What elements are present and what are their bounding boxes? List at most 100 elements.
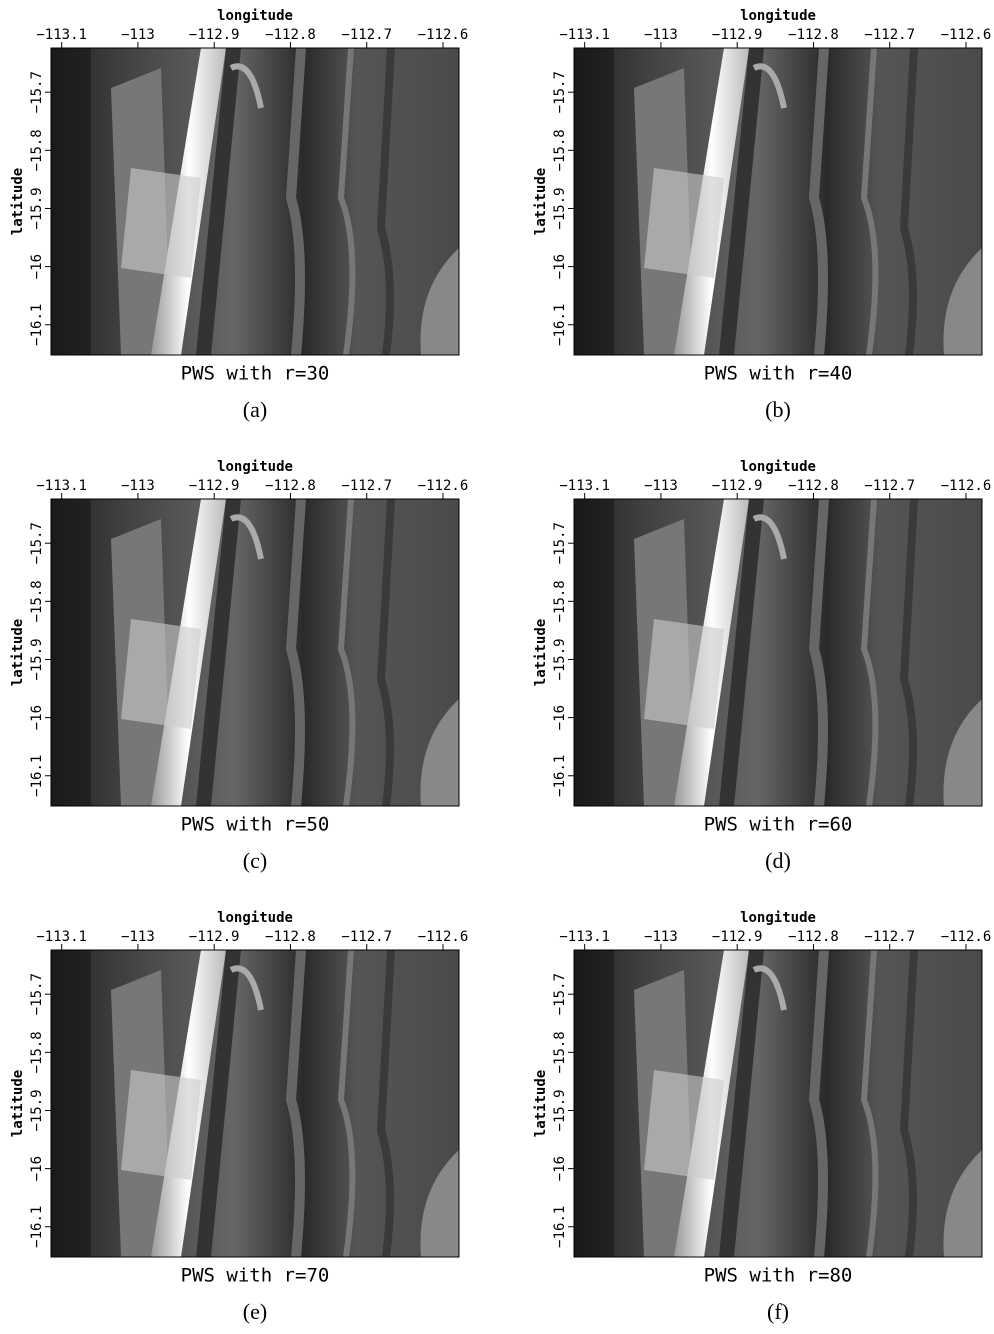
panel-title: PWS with r=50 (181, 814, 330, 836)
x-tick-label: −112.9 (712, 27, 763, 43)
x-tick-label: −113.1 (559, 27, 610, 43)
y-tick-label: −16 (552, 705, 568, 730)
x-axis-label: longitude (740, 910, 816, 926)
image (574, 499, 982, 806)
y-axis-label: latitude (533, 619, 549, 686)
panel-caption: (c) (243, 848, 267, 873)
x-tick-label: −113.1 (559, 929, 610, 945)
image (51, 499, 459, 806)
y-tick-label: −15.7 (29, 973, 45, 1015)
x-tick-label: −113 (121, 27, 155, 43)
plot-frame (573, 498, 983, 807)
y-tick-label: −16 (29, 1156, 45, 1181)
panel-caption: (a) (243, 397, 267, 422)
y-tick-label: −15.7 (552, 522, 568, 564)
x-tick-label: −112.9 (189, 929, 240, 945)
y-tick-label: −15.8 (29, 580, 45, 622)
x-tick-label: −112.9 (189, 27, 240, 43)
y-tick-label: −16 (29, 705, 45, 730)
x-tick-label: −113 (121, 929, 155, 945)
x-axis-label: longitude (217, 459, 293, 475)
x-tick-label: −112.8 (265, 478, 316, 494)
y-tick-label: −15.9 (29, 638, 45, 680)
y-axis-label: latitude (10, 168, 26, 235)
x-tick-label: −113.1 (36, 478, 87, 494)
y-tick-label: −15.7 (552, 71, 568, 113)
x-tick-label: −112.6 (418, 27, 469, 43)
plot-frame (50, 498, 460, 807)
y-tick-label: −16 (552, 1156, 568, 1181)
x-tick-label: −112.9 (712, 929, 763, 945)
y-tick-label: −15.7 (29, 522, 45, 564)
x-tick-label: −112.6 (941, 478, 992, 494)
x-tick-label: −112.9 (712, 478, 763, 494)
y-tick-label: −16.1 (29, 1206, 45, 1248)
y-tick-label: −15.7 (29, 71, 45, 113)
panel-caption: (e) (243, 1299, 267, 1324)
y-tick-label: −15.7 (552, 973, 568, 1015)
y-tick-label: −15.9 (29, 187, 45, 229)
y-tick-label: −15.9 (552, 187, 568, 229)
image (574, 48, 982, 355)
y-tick-label: −15.9 (552, 638, 568, 680)
y-tick-label: −15.8 (29, 1031, 45, 1073)
panel: longitude −113.1 −113 −112.9 −112.8 −112.7 −11… (10, 8, 468, 422)
panel-title: PWS with r=80 (704, 1265, 853, 1287)
x-tick-label: −112.6 (941, 929, 992, 945)
y-tick-label: −16.1 (29, 755, 45, 797)
x-tick-label: −112.6 (418, 478, 469, 494)
x-axis-label: longitude (740, 459, 816, 475)
y-tick-label: −15.8 (552, 1031, 568, 1073)
x-tick-label: −112.8 (265, 929, 316, 945)
x-tick-label: −112.8 (788, 929, 839, 945)
y-tick-label: −15.8 (552, 580, 568, 622)
y-tick-label: −15.8 (552, 129, 568, 171)
x-tick-label: −112.7 (864, 27, 915, 43)
x-tick-label: −112.7 (341, 478, 392, 494)
image (574, 950, 982, 1257)
x-tick-label: −113.1 (36, 929, 87, 945)
x-tick-label: −113 (121, 478, 155, 494)
plot-frame (573, 47, 983, 356)
x-tick-label: −112.8 (788, 478, 839, 494)
panel-title: PWS with r=60 (704, 814, 853, 836)
y-tick-label: −16 (552, 254, 568, 279)
plot-frame (573, 949, 983, 1258)
panel-title: PWS with r=30 (181, 363, 330, 385)
x-tick-label: −112.6 (418, 929, 469, 945)
y-tick-label: −16.1 (552, 755, 568, 797)
panel: longitude −113.1 −113 −112.9 −112.8 −112.7 −11… (533, 459, 991, 873)
plot-frame (50, 47, 460, 356)
panel: longitude −113.1 −113 −112.9 −112.8 −112.7 −11… (10, 910, 468, 1324)
y-axis-label: latitude (10, 619, 26, 686)
y-axis-label: latitude (533, 1070, 549, 1137)
y-tick-label: −16 (29, 254, 45, 279)
panel-caption: (d) (765, 848, 791, 873)
x-tick-label: −113 (644, 929, 678, 945)
x-tick-label: −112.7 (864, 478, 915, 494)
x-tick-label: −112.7 (341, 929, 392, 945)
x-tick-label: −113 (644, 27, 678, 43)
x-axis-label: longitude (740, 8, 816, 24)
x-tick-label: −112.6 (941, 27, 992, 43)
x-tick-label: −112.8 (265, 27, 316, 43)
panel: longitude −113.1 −113 −112.9 −112.8 −112.7 −11… (533, 8, 991, 422)
y-tick-label: −15.9 (29, 1089, 45, 1131)
x-axis-label: longitude (217, 910, 293, 926)
panel: longitude −113.1 −113 −112.9 −112.8 −112.7 −11… (533, 910, 991, 1324)
y-tick-label: −15.8 (29, 129, 45, 171)
x-tick-label: −113.1 (559, 478, 610, 494)
y-axis-label: latitude (10, 1070, 26, 1137)
plot-frame (50, 949, 460, 1258)
y-tick-label: −16.1 (29, 304, 45, 346)
x-axis-label: longitude (217, 8, 293, 24)
y-axis-label: latitude (533, 168, 549, 235)
y-tick-label: −16.1 (552, 1206, 568, 1248)
y-tick-label: −16.1 (552, 304, 568, 346)
x-tick-label: −112.7 (341, 27, 392, 43)
panel: longitude −113.1 −113 −112.9 −112.8 −112.7 −11… (10, 459, 468, 873)
x-tick-label: −112.7 (864, 929, 915, 945)
image (51, 950, 459, 1257)
x-tick-label: −112.8 (788, 27, 839, 43)
